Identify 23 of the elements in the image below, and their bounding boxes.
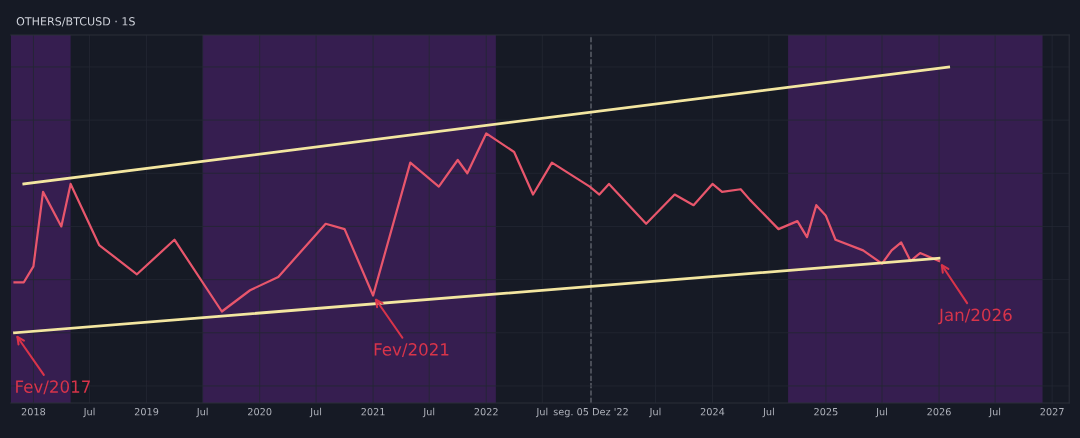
- x-tick-label: 2018: [21, 407, 46, 416]
- annotation: Fev/2017: [16, 380, 90, 395]
- x-tick-label: 2027: [1040, 407, 1064, 416]
- x-tick-label: Jul: [649, 407, 661, 418]
- x-tick-label: 2020: [248, 407, 272, 416]
- x-tick-label: seg. 05 Dez '22: [553, 407, 628, 418]
- x-tick-label: Jul: [422, 407, 435, 418]
- annotation: Fev/2021: [374, 343, 449, 357]
- x-tick-label: 2024: [700, 407, 725, 416]
- x-tick-label: Jul: [83, 407, 95, 418]
- x-tick-label: Jul: [988, 407, 1001, 418]
- x-tick-label: Jul: [875, 407, 887, 418]
- x-tick-label: Jul: [535, 407, 548, 418]
- x-tick-label: 2019: [134, 407, 159, 416]
- annotation: Jan/2026: [938, 308, 1012, 325]
- x-tick-label: 2021: [361, 407, 385, 416]
- x-tick-label: 2025: [814, 407, 838, 416]
- x-tick-label: Jul: [762, 407, 774, 418]
- x-tick-label: 2026: [927, 407, 951, 416]
- x-tick-label: Jul: [196, 407, 208, 418]
- x-tick-label: Jul: [309, 407, 322, 418]
- chart-title: OTHERS/BTCUSD · 1S: [16, 17, 135, 27]
- x-tick-label: 2022: [474, 407, 498, 416]
